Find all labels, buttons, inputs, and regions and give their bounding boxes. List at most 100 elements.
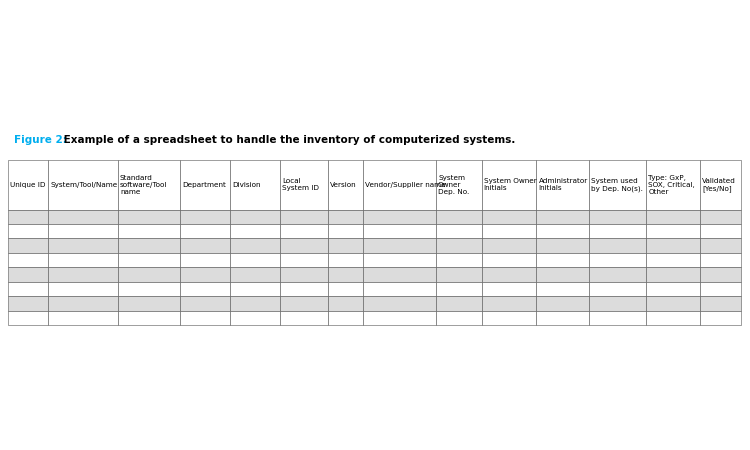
Bar	[363, 296, 436, 310]
Bar	[590, 210, 646, 224]
Bar	[118, 282, 180, 296]
Bar	[328, 296, 363, 310]
Bar	[8, 238, 48, 253]
Text: System
Owner
Dep. No.: System Owner Dep. No.	[438, 175, 470, 195]
Bar	[646, 296, 700, 310]
Bar	[180, 238, 230, 253]
Bar	[8, 224, 48, 238]
Bar	[536, 296, 590, 310]
Bar	[536, 310, 590, 325]
Bar	[118, 253, 180, 267]
Bar	[230, 238, 280, 253]
Text: Validated
[Yes/No]: Validated [Yes/No]	[702, 178, 736, 192]
Bar	[363, 160, 436, 210]
Text: Example of a spreadsheet to handle the inventory of computerized systems.: Example of a spreadsheet to handle the i…	[60, 135, 515, 145]
Bar	[363, 210, 436, 224]
Bar	[536, 210, 590, 224]
Bar	[48, 267, 118, 282]
Text: Vendor/Supplier name: Vendor/Supplier name	[364, 182, 446, 188]
Bar	[48, 210, 118, 224]
Bar	[8, 160, 48, 210]
Text: Division: Division	[232, 182, 260, 188]
Bar	[590, 238, 646, 253]
Bar	[180, 224, 230, 238]
Bar	[8, 296, 48, 310]
Bar	[482, 296, 536, 310]
Bar	[48, 238, 118, 253]
Bar	[590, 267, 646, 282]
Bar	[436, 253, 482, 267]
Text: Unique ID: Unique ID	[10, 182, 46, 188]
Bar	[646, 224, 700, 238]
Bar	[436, 267, 482, 282]
Bar	[590, 253, 646, 267]
Bar	[436, 282, 482, 296]
Bar	[230, 267, 280, 282]
Bar	[118, 160, 180, 210]
Bar	[48, 296, 118, 310]
Bar	[280, 310, 328, 325]
Bar	[436, 160, 482, 210]
Bar	[363, 267, 436, 282]
Bar	[363, 282, 436, 296]
Bar	[328, 160, 363, 210]
Bar	[482, 253, 536, 267]
Bar	[536, 282, 590, 296]
Bar	[118, 310, 180, 325]
Bar	[280, 238, 328, 253]
Text: System used
by Dep. No(s).: System used by Dep. No(s).	[591, 178, 644, 192]
Bar	[436, 210, 482, 224]
Bar	[536, 238, 590, 253]
Bar	[536, 160, 590, 210]
Bar	[180, 282, 230, 296]
Bar	[482, 160, 536, 210]
Bar	[8, 210, 48, 224]
Bar	[436, 224, 482, 238]
Bar	[436, 238, 482, 253]
Bar	[363, 238, 436, 253]
Text: Type: GxP,
SOX, Critical,
Other: Type: GxP, SOX, Critical, Other	[649, 175, 695, 195]
Bar	[482, 310, 536, 325]
Bar	[230, 210, 280, 224]
Text: System/Tool/Name: System/Tool/Name	[50, 182, 118, 188]
Bar	[180, 210, 230, 224]
Bar	[230, 253, 280, 267]
Bar	[48, 282, 118, 296]
Bar	[436, 296, 482, 310]
Bar	[280, 267, 328, 282]
Bar	[230, 296, 280, 310]
Bar	[536, 224, 590, 238]
Bar	[48, 253, 118, 267]
Bar	[646, 253, 700, 267]
Bar	[482, 282, 536, 296]
Bar	[646, 160, 700, 210]
Bar	[48, 160, 118, 210]
Text: Version: Version	[329, 182, 356, 188]
Bar	[328, 282, 363, 296]
Bar	[363, 253, 436, 267]
Bar	[8, 253, 48, 267]
Bar	[700, 310, 741, 325]
Text: Local
System ID: Local System ID	[282, 178, 319, 191]
Bar	[700, 253, 741, 267]
Bar	[328, 253, 363, 267]
Text: Administrator
Initials: Administrator Initials	[538, 178, 588, 191]
Bar	[118, 267, 180, 282]
Bar	[482, 267, 536, 282]
Bar	[590, 296, 646, 310]
Bar	[646, 238, 700, 253]
Bar	[536, 267, 590, 282]
Bar	[700, 210, 741, 224]
Bar	[118, 296, 180, 310]
Bar	[230, 310, 280, 325]
Bar	[118, 238, 180, 253]
Text: Department: Department	[182, 182, 226, 188]
Bar	[646, 210, 700, 224]
Bar	[700, 267, 741, 282]
Bar	[646, 282, 700, 296]
Bar	[328, 224, 363, 238]
Bar	[328, 238, 363, 253]
Bar	[280, 282, 328, 296]
Bar	[48, 224, 118, 238]
Bar	[180, 267, 230, 282]
